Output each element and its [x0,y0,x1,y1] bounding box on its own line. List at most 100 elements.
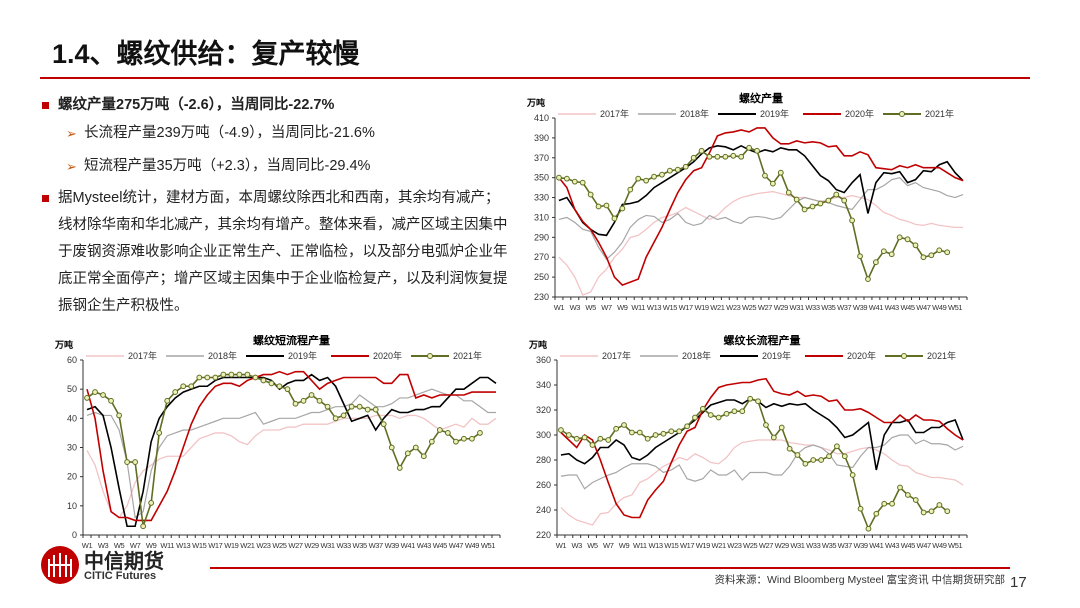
legend-label: 2021年 [925,108,954,119]
x-tick-label: W7 [603,541,614,550]
x-tick-label: W25 [272,541,286,550]
data-point [558,427,564,433]
legend-marker [899,111,905,117]
data-point [140,523,147,530]
data-point [785,189,792,196]
data-point [603,202,610,209]
page-title: 1.4、螺纹供给：复产较慢 [52,39,360,69]
data-point [928,508,935,515]
data-point [841,197,848,204]
data-point [818,457,825,463]
footer-divider [210,567,1010,569]
chart-rebar-long-process: 万吨 螺纹长流程产量 220 240 260 280 300 320 340 360 W1 W3 W5 W… [528,335,968,550]
title-divider [40,77,1030,79]
data-point [817,200,824,207]
data-point [611,215,618,222]
data-point [292,400,299,407]
y-tick-label: 360 [536,355,551,365]
x-tick-label: W5 [587,541,598,550]
data-point [188,383,195,390]
x-tick-label: W51 [948,303,962,312]
x-tick-label: W33 [805,303,819,312]
x-tick-label: W23 [256,541,270,550]
legend-label: 2020年 [845,108,874,119]
data-point [571,178,578,185]
data-point [802,460,809,467]
y-tick-label: 240 [536,505,551,515]
data-point [762,172,768,179]
legend-marker [427,353,433,359]
x-tick-label: W19 [224,541,238,550]
x-tick-label: W41 [869,303,883,312]
y-tick-label: 310 [534,212,549,222]
data-point [880,248,887,255]
data-point [220,371,227,378]
data-point [731,408,738,415]
data-point [452,438,459,445]
y-tick-label: 230 [534,292,549,302]
data-point [778,424,785,431]
data-point [769,180,776,187]
data-point [873,510,880,517]
data-point [944,508,951,515]
y-axis-unit: 万吨 [528,339,547,350]
data-point [316,397,323,404]
data-point [605,437,612,443]
subbullet-long-process: ➢ 长流程产量239万吨（-4.9），当周同比-21.6% [66,120,534,147]
x-tick-label: W43 [417,541,431,550]
data-point [652,432,659,438]
data-point [912,242,919,249]
x-tick-label: W19 [696,541,710,550]
x-tick-label: W43 [885,303,899,312]
legend-label: 2019年 [760,108,789,119]
data-point [857,505,864,512]
y-tick-label: 50 [67,384,77,394]
bullet-text: 短流程产量35万吨（+2.3），当周同比-29.4% [84,158,371,174]
data-point [714,153,721,160]
x-tick-label: W37 [837,303,851,312]
data-point [164,397,171,404]
x-tick-label: W19 [694,303,708,312]
data-point [739,408,746,415]
data-point [348,403,355,410]
bullet-text: 螺纹产量275万吨（-2.6），当周同比-22.7% [58,97,335,113]
data-point [754,147,760,154]
source-note: 资料来源：Wind Bloomberg Mysteel 富宝资讯 中信期货研究部 [714,574,1005,586]
y-tick-label: 340 [536,380,551,390]
x-tick-label: W27 [288,541,302,550]
data-point [268,380,275,387]
data-point [834,443,840,450]
data-point [388,444,395,451]
data-point [124,459,131,465]
legend-label: 2018年 [682,350,711,361]
x-tick-label: W39 [853,541,867,550]
data-point [92,389,98,395]
series-line-2018 [86,388,496,519]
data-point [469,435,475,442]
y-tick-label: 410 [534,113,549,123]
data-point [581,434,588,441]
y-tick-label: 0 [72,530,77,540]
x-tick-label: W25 [743,541,757,550]
data-point [428,438,435,445]
x-tick-label: W13 [648,541,662,550]
x-tick-label: W47 [449,541,463,550]
x-tick-label: W1 [554,303,565,312]
citic-futures-logo: 中信期货 CITIC Futures [40,543,220,588]
x-tick-label: W25 [742,303,756,312]
y-tick-label: 320 [536,405,551,415]
data-point [936,502,943,508]
data-point [763,422,769,428]
data-point [563,175,570,182]
x-tick-label: W43 [885,541,899,550]
x-tick-label: W3 [570,303,581,312]
series-line-2021 [86,373,481,527]
x-tick-label: W27 [758,303,772,312]
data-point [212,374,219,381]
data-point [684,423,690,430]
data-point [372,406,379,413]
x-tick-label: W1 [556,541,567,550]
data-point [730,152,737,159]
x-tick-label: W13 [176,541,190,550]
